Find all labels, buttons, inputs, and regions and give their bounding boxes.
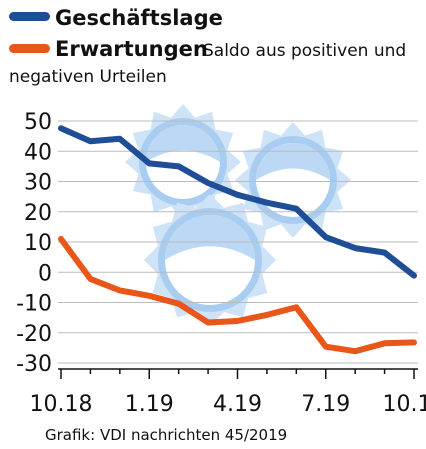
legend-swatch-geschaeftslage: [9, 12, 50, 21]
x-tick-label: 7.19: [301, 392, 350, 417]
y-tick-label: 10: [24, 231, 52, 256]
y-tick-label: 40: [24, 140, 52, 165]
series-line-geschaeftslage: [58, 125, 417, 279]
legend-subtitle-line2: negativen Urteilen: [9, 67, 167, 87]
legend: Geschäftslage Erwartungen Saldo aus posi…: [9, 6, 406, 87]
x-axis-labels: 10.18 1.19 4.19 7.19 10.19: [30, 392, 426, 417]
legend-subtitle-line1: Saldo aus positiven und: [203, 41, 406, 61]
x-axis-ticks: [60, 369, 415, 379]
y-tick-label: 30: [24, 171, 52, 196]
y-axis-labels: 50 40 30 20 10 0 -10 -20 -30: [16, 110, 52, 377]
sun-icons: [125, 104, 351, 326]
x-tick-label: 10.18: [30, 392, 93, 417]
x-tick-label: 4.19: [213, 392, 262, 417]
y-tick-label: 20: [24, 201, 52, 226]
y-tick-label: -20: [16, 322, 52, 347]
sun-icon: [144, 194, 276, 326]
y-tick-label: -10: [16, 292, 52, 317]
sun-icon: [235, 122, 351, 238]
series-line-erwartungen: [58, 236, 417, 355]
y-tick-label: 0: [38, 261, 52, 286]
legend-label-erwartungen: Erwartungen: [55, 37, 208, 61]
y-tick-label: 50: [24, 110, 52, 135]
x-tick-label: 10.19: [383, 392, 426, 417]
legend-swatch-erwartungen: [9, 44, 50, 53]
source-credit: Grafik: VDI nachrichten 45/2019: [45, 426, 287, 444]
legend-label-geschaeftslage: Geschäftslage: [55, 6, 223, 30]
y-tick-label: -30: [16, 352, 52, 377]
gridlines: [58, 120, 418, 364]
x-tick-label: 1.19: [125, 392, 174, 417]
series-lines: [58, 125, 417, 355]
